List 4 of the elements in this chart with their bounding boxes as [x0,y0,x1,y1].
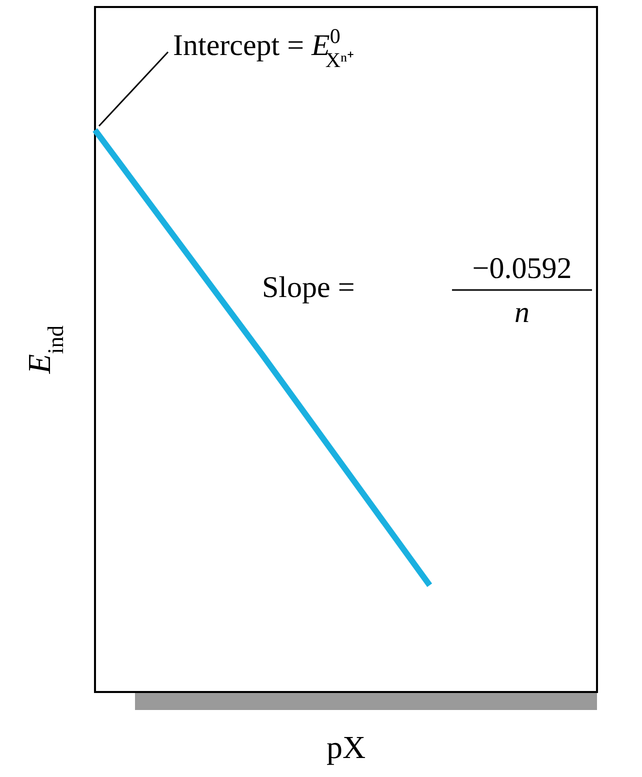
x-axis-title: pX [326,729,366,765]
annotation: Slope = [262,270,355,304]
annotation: −0.0592 [472,252,572,285]
annotation: n [514,296,530,329]
